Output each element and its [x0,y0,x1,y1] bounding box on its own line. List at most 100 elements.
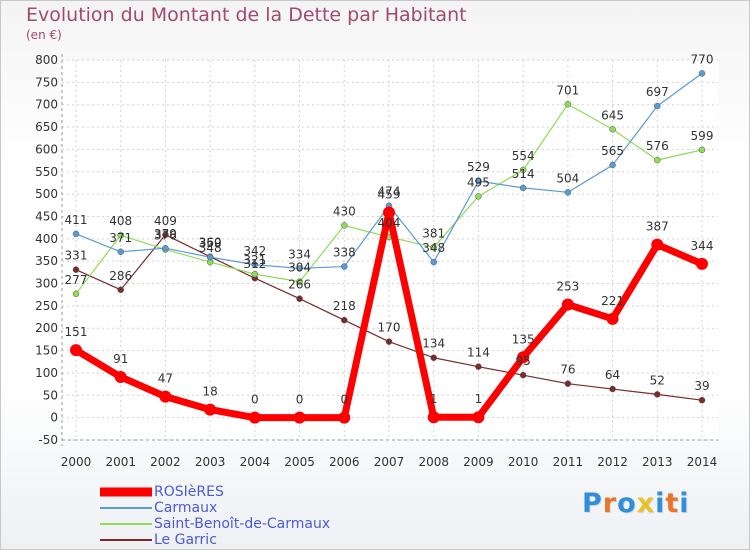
data-label: 459 [378,187,401,201]
data-point [162,231,169,239]
data-label: 0 [251,393,259,407]
y-tick-label: -50 [38,433,58,447]
data-point [427,411,440,424]
data-label: 342 [243,244,266,258]
y-tick-label: 750 [35,75,58,89]
data-label: 474 [378,185,401,199]
data-point [72,266,80,273]
data-point [696,257,708,270]
data-label: 645 [601,108,624,122]
data-point [475,177,482,185]
data-label: 286 [109,269,132,283]
proxiti-logo: Proxiti [582,488,690,519]
data-point [383,206,395,219]
x-tick-label: 2003 [195,455,226,469]
legend-swatch [100,487,152,497]
data-label: 64 [605,368,620,382]
y-tick-label: 500 [35,187,58,201]
x-tick-label: 2008 [418,455,449,469]
data-point [519,166,527,174]
data-label: 381 [422,226,445,240]
data-point [251,270,259,278]
x-tick-label: 2000 [61,455,92,469]
data-point [606,312,619,325]
data-point [654,156,661,164]
y-tick-label: 100 [35,366,58,380]
data-label: 411 [65,213,88,227]
y-tick-label: 300 [35,277,58,291]
data-label: 0 [340,393,348,407]
x-tick-label: 2002 [150,455,181,469]
data-label: 409 [154,214,177,228]
data-point [519,371,527,379]
legend-label: Carmaux [154,500,218,516]
y-tick-label: 150 [35,344,58,358]
data-point [385,338,393,345]
logo-letter: P [582,488,603,519]
data-point [117,231,124,239]
data-point [564,101,572,108]
y-tick-label: 400 [35,232,58,246]
data-label: 697 [646,85,669,99]
data-point [651,238,664,251]
data-label: 151 [65,325,88,339]
data-point [517,351,530,364]
data-point [475,193,482,200]
data-label: 170 [378,321,401,335]
data-point [338,411,351,424]
data-label: 52 [650,373,665,387]
data-point [296,295,303,302]
x-tick-label: 2012 [597,455,628,469]
data-label: 1 [475,392,483,406]
data-point [117,286,124,294]
data-label: 359 [199,236,222,250]
y-tick-label: 650 [35,120,58,134]
data-point [472,411,485,424]
data-point [341,263,348,270]
data-label: 376 [154,229,177,243]
y-tick-label: 0 [50,411,58,425]
data-point [70,344,82,357]
data-label: 304 [288,261,311,275]
data-label: 18 [203,385,218,399]
y-tick-label: 600 [35,142,58,156]
y-tick-label: 450 [35,209,58,223]
data-point [430,258,437,266]
data-label: 504 [556,171,579,185]
y-tick-label: 350 [35,254,58,268]
data-point [519,184,527,192]
data-label: 565 [601,144,624,158]
data-label: 312 [243,257,266,271]
data-point [564,380,572,387]
logo-letter: i [679,488,690,519]
y-tick-label: 50 [43,388,58,402]
data-label: 134 [422,337,445,351]
data-label: 701 [556,83,579,97]
data-point [561,298,574,311]
legend-swatch [100,539,152,541]
legend-swatch [100,507,152,509]
data-label: 387 [646,220,669,234]
data-label: 344 [691,239,714,253]
x-tick-label: 2004 [240,455,271,469]
data-label: 554 [512,149,535,163]
data-point [698,146,706,154]
data-label: 321 [243,253,266,267]
data-point [430,244,437,251]
data-point [698,70,706,77]
data-point [609,126,616,133]
logo-letter: t [665,488,680,519]
data-point [296,265,303,272]
data-label: 1 [430,392,438,406]
data-label: 408 [109,214,132,228]
x-tick-label: 2014 [687,455,718,469]
data-point [72,290,80,298]
legend-label: Saint-Benoît-de-Carmaux [154,516,331,532]
x-tick-label: 2005 [284,455,315,469]
data-point [204,403,217,416]
data-label: 47 [158,372,173,386]
data-label: 0 [296,393,304,407]
data-label: 114 [467,346,490,360]
x-tick-label: 2001 [105,455,136,469]
